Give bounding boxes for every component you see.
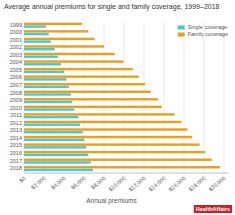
logo: HealthAffairs — [194, 205, 232, 213]
bar — [24, 56, 58, 58]
y-tick-label: 2014 — [10, 135, 22, 141]
title: Average annual premiums for single and f… — [4, 3, 220, 11]
bar — [24, 113, 175, 115]
bar — [24, 48, 55, 50]
bar — [24, 128, 188, 130]
x-tick-label: $0 — [18, 175, 27, 184]
x-tick-label: $20,000 — [208, 175, 227, 192]
bar — [24, 101, 72, 103]
bar — [24, 146, 87, 148]
bar — [24, 121, 181, 123]
bar — [24, 154, 88, 156]
grid-line — [64, 22, 65, 173]
bar — [24, 116, 78, 118]
grid-line — [164, 22, 165, 173]
bar — [24, 83, 145, 85]
bar — [24, 106, 162, 108]
legend: Single coverageFamily coverage — [178, 24, 228, 37]
logo-box — [194, 205, 232, 213]
x-tick-label: $4,000 — [50, 175, 67, 190]
bar — [24, 108, 74, 110]
x-tick-label: $18,000 — [188, 175, 207, 192]
grid-line — [24, 22, 25, 173]
x-tick-label: $6,000 — [70, 175, 87, 190]
bar — [24, 33, 49, 35]
y-tick-label: 2007 — [10, 82, 22, 88]
bar — [24, 68, 133, 70]
bar — [24, 98, 158, 100]
x-tick-label: $8,000 — [90, 175, 107, 190]
bar — [24, 136, 192, 138]
x-tick-label: $10,000 — [108, 175, 127, 192]
x-tick-label: $2,000 — [30, 175, 47, 190]
bar — [24, 161, 91, 163]
grid-line — [84, 22, 85, 173]
y-tick-label: 2004 — [10, 59, 22, 65]
legend-label: Family coverage — [188, 31, 228, 37]
bar — [24, 38, 95, 40]
grid — [24, 22, 224, 173]
bar — [24, 60, 124, 62]
y-tick-label: 2012 — [10, 120, 22, 126]
legend-swatch — [178, 26, 185, 30]
bar — [24, 45, 104, 47]
bar — [24, 131, 83, 133]
bar — [24, 159, 212, 161]
y-tick-label: 2003 — [10, 52, 22, 58]
bar — [24, 78, 66, 80]
y-tick-label: 2016 — [10, 150, 22, 156]
bar — [24, 86, 69, 88]
y-tick-label: 2001 — [10, 37, 22, 43]
x-tick-label: $14,000 — [148, 175, 167, 192]
y-tick-label: 2005 — [10, 67, 22, 73]
annotation: HealthAffairs — [196, 206, 230, 212]
bar — [24, 151, 205, 153]
legend-swatch — [178, 33, 185, 37]
bar — [24, 91, 151, 93]
bar — [24, 166, 220, 168]
grid-line — [44, 22, 45, 173]
bar — [24, 71, 64, 73]
bar — [24, 139, 84, 141]
y-tick-label: 1999 — [10, 22, 22, 28]
bar — [24, 63, 61, 65]
y-tick-label: 2013 — [10, 127, 22, 133]
x-axis-line — [24, 173, 229, 174]
y-tick-label: 2018 — [10, 165, 22, 171]
bar — [24, 40, 51, 42]
bars — [24, 23, 220, 172]
x-tick-label: $12,000 — [128, 175, 147, 192]
y-tick-label: 2011 — [10, 112, 22, 118]
y-tick-label: 2009 — [10, 97, 22, 103]
x-tick-label: $16,000 — [168, 175, 187, 192]
bar — [24, 75, 139, 77]
y-tick-label: 2008 — [10, 90, 22, 96]
legend-label: Single coverage — [188, 24, 227, 30]
bar — [24, 23, 82, 25]
bar — [24, 169, 93, 171]
grid-line — [204, 22, 205, 173]
bar — [24, 123, 80, 125]
grid-line — [144, 22, 145, 173]
y-tick-label: 2015 — [10, 142, 22, 148]
grid-line — [124, 22, 125, 173]
bar — [24, 25, 46, 27]
chart: Average annual premiums for single and f… — [0, 0, 235, 215]
bar — [24, 30, 88, 32]
bar — [24, 93, 71, 95]
grid-line — [224, 22, 225, 173]
y-tick-label: 2000 — [10, 29, 22, 35]
grid-line — [184, 22, 185, 173]
y-tick-label: 2017 — [10, 158, 22, 164]
bar — [24, 143, 199, 145]
y-tick-label: 2006 — [10, 74, 22, 80]
grid-line — [104, 22, 105, 173]
y-tick-label: 2010 — [10, 105, 22, 111]
x-axis-label: Annual premiums — [86, 197, 137, 205]
y-tick-label: 2002 — [10, 44, 22, 50]
bar — [24, 53, 115, 55]
